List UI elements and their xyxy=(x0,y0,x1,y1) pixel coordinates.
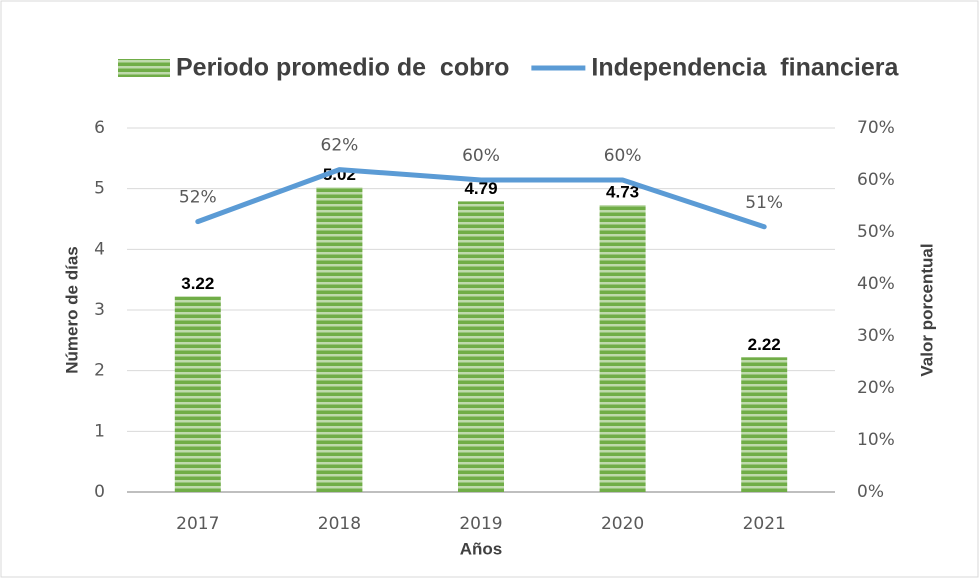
y-tick-label: 2 xyxy=(94,361,105,381)
legend-swatch xyxy=(118,59,170,77)
y2-tick-label: 20% xyxy=(857,378,895,398)
line-value-label: 52% xyxy=(179,188,217,208)
y-tick-label: 1 xyxy=(94,421,105,441)
line-value-label: 60% xyxy=(462,146,500,166)
bar xyxy=(599,205,646,492)
y2-axis-title: Valor porcentual xyxy=(917,243,936,376)
y2-tick-label: 0% xyxy=(857,482,884,502)
y2-tick-label: 70% xyxy=(857,118,895,138)
y-tick-label: 3 xyxy=(94,300,105,320)
x-tick-label: 2020 xyxy=(601,514,644,534)
y2-tick-label: 40% xyxy=(857,274,895,294)
x-axis-title: Años xyxy=(460,539,503,558)
x-tick-label: 2017 xyxy=(176,514,219,534)
x-tick-label: 2018 xyxy=(318,514,361,534)
line-value-label: 62% xyxy=(321,136,359,156)
y-tick-label: 0 xyxy=(94,482,105,502)
line-value-label: 60% xyxy=(604,146,642,166)
legend-label: Independencia financiera xyxy=(591,54,899,82)
y-axis-title: Número de días xyxy=(62,246,81,374)
y2-tick-label: 10% xyxy=(857,430,895,450)
y2-tick-label: 30% xyxy=(857,326,895,346)
bar-value-label: 4.73 xyxy=(606,183,639,202)
bar xyxy=(174,296,221,492)
bar xyxy=(316,187,363,492)
bar-value-label: 2.22 xyxy=(748,335,781,354)
bar xyxy=(458,201,504,492)
y-tick-label: 5 xyxy=(94,179,105,199)
x-tick-label: 2019 xyxy=(459,514,502,534)
bar xyxy=(741,357,788,492)
y2-tick-label: 60% xyxy=(857,170,895,190)
line xyxy=(195,167,767,230)
y-tick-label: 6 xyxy=(94,118,105,138)
bar-value-label: 4.79 xyxy=(464,179,497,198)
y-tick-label: 4 xyxy=(94,239,105,259)
line-value-label: 51% xyxy=(745,193,783,213)
legend-label: Periodo promedio de cobro xyxy=(176,54,509,82)
y2-tick-label: 50% xyxy=(857,222,895,242)
x-tick-label: 2021 xyxy=(743,514,786,534)
bar-value-label: 3.22 xyxy=(181,274,214,293)
